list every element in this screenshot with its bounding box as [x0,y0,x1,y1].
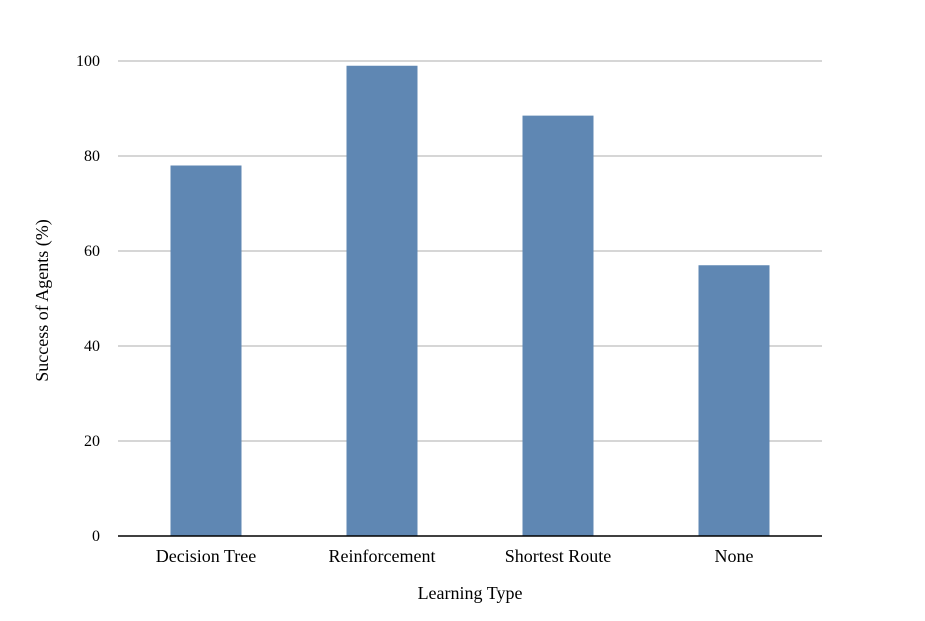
bar [698,265,770,536]
x-tick-label: Reinforcement [329,546,436,566]
y-tick-label: 40 [84,338,100,355]
bars [170,65,770,536]
bar [522,115,594,536]
y-tick-label: 100 [76,53,100,70]
y-tick-label: 20 [84,433,100,450]
x-tick-label: Decision Tree [156,546,257,566]
bar [346,65,418,536]
y-tick-label: 60 [84,243,100,260]
x-tick-labels: Decision Tree Reinforcement Shortest Route… [156,546,754,566]
x-axis-title: Learning Type [418,583,523,603]
y-tick-labels: 0 20 40 60 80 100 [76,53,100,545]
y-tick-label: 0 [92,528,100,545]
bar [170,165,242,536]
x-tick-label: None [715,546,754,566]
y-axis-title: Success of Agents (%) [32,219,53,381]
y-tick-label: 80 [84,148,100,165]
x-tick-label: Shortest Route [505,546,612,566]
